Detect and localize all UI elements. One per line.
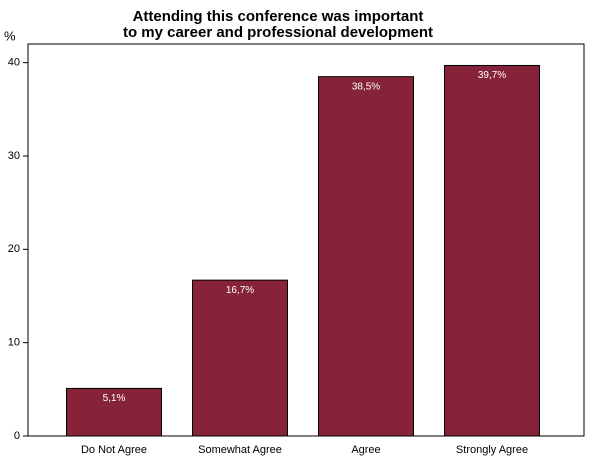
y-tick-label: 0: [14, 430, 20, 442]
value-label: 39,7%: [478, 70, 506, 81]
chart-title: to my career and professional developmen…: [123, 24, 433, 41]
value-label: 5,1%: [103, 393, 126, 404]
value-label: 16,7%: [226, 285, 254, 296]
x-tick-label: Do Not Agree: [81, 444, 147, 456]
chart-title: Attending this conference was important: [133, 8, 424, 25]
y-tick-label: 20: [8, 243, 20, 255]
bar: [318, 76, 414, 437]
x-tick-label: Somewhat Agree: [198, 444, 282, 456]
bar: [444, 64, 540, 437]
bar: [66, 387, 162, 437]
y-axis-label: %: [4, 28, 16, 43]
x-tick-label: Strongly Agree: [456, 444, 528, 456]
value-label: 38,5%: [352, 81, 380, 92]
y-tick-label: 30: [8, 150, 20, 162]
plot-frame: [27, 43, 585, 437]
y-tick-label: 40: [8, 57, 20, 69]
bar: [192, 279, 288, 437]
x-tick-label: Agree: [351, 444, 380, 456]
y-tick-label: 10: [8, 337, 20, 349]
